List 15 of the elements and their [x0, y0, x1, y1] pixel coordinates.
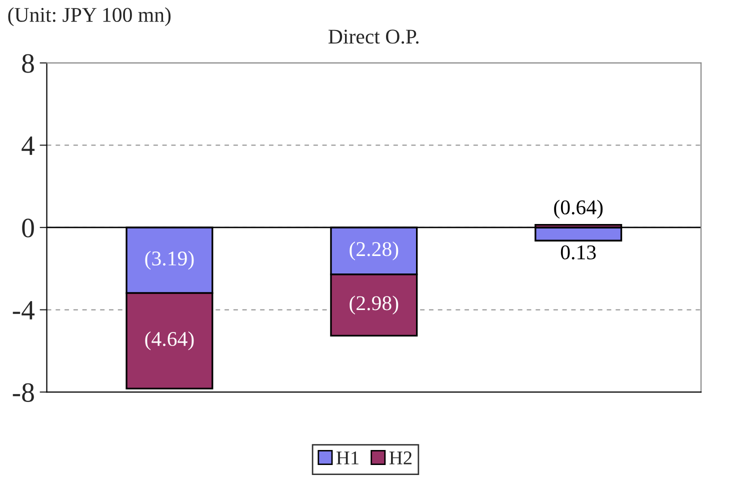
data-label: (4.64)	[145, 331, 194, 350]
data-label: (0.64)	[554, 200, 603, 219]
data-label: 0.13	[560, 245, 596, 260]
text: (Unit: JPY 100 mn)	[8, 7, 171, 26]
y-tick-label: 8	[22, 54, 34, 73]
y-tick-label: -4	[12, 301, 35, 320]
chart-title: Direct O.P.	[328, 30, 419, 44]
y-tick-label: 4	[22, 136, 35, 155]
data-label: (2.28)	[350, 241, 398, 260]
data-label: (2.98)	[350, 296, 398, 314]
y-tick-label: -8	[12, 383, 34, 402]
legend-label: H1	[336, 451, 358, 464]
y-tick-label: 0	[22, 218, 34, 238]
data-label: (3.19)	[145, 250, 194, 270]
legend-label: H2	[389, 451, 412, 464]
